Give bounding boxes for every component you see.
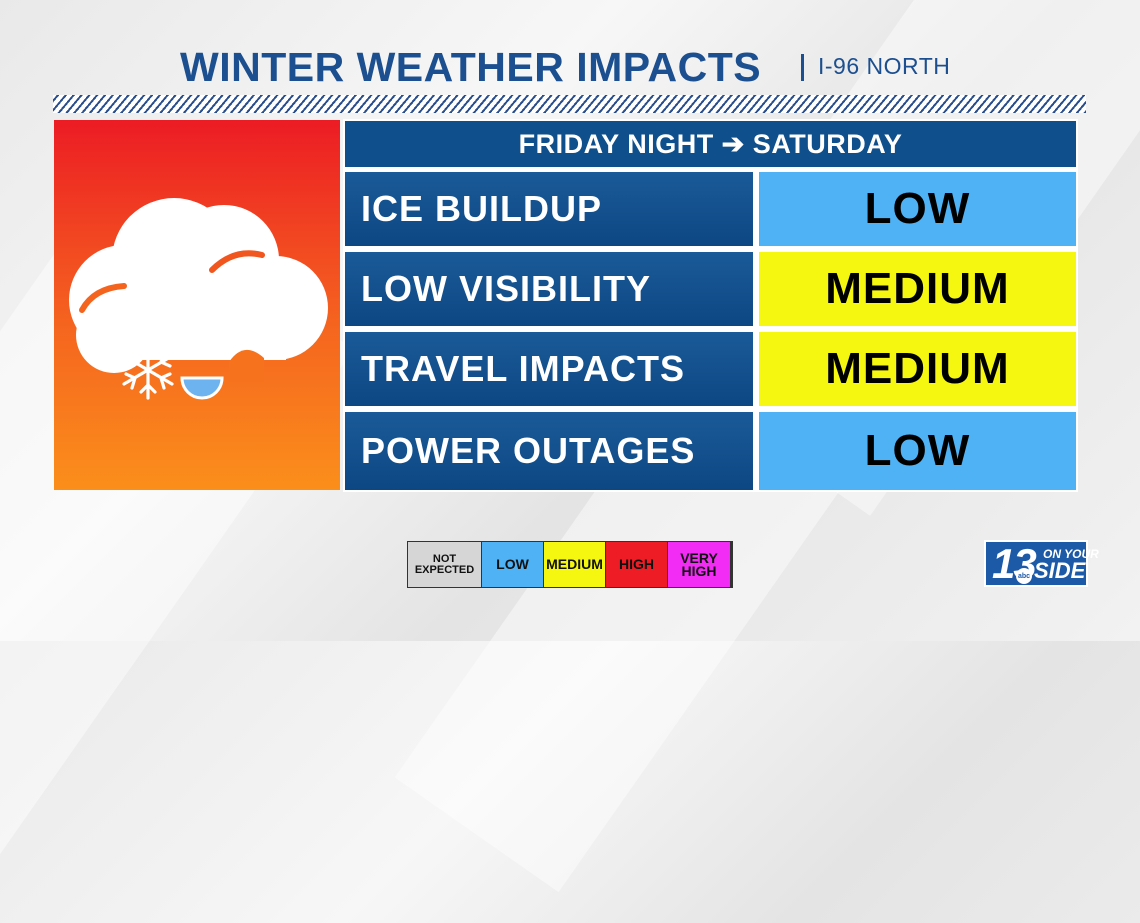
legend-item-low: LOW [482,542,544,587]
title-bar: WINTER WEATHER IMPACTS I-96 NORTH [0,44,1140,94]
logo-bottom-text: SIDE [1034,558,1086,583]
page-title: WINTER WEATHER IMPACTS [180,44,762,90]
impact-level: LOW [757,410,1078,492]
page-subtitle: I-96 NORTH [818,53,951,79]
weather-icon-panel [54,120,340,490]
logo-top-text: ON YOUR [1043,547,1099,561]
legend-item-high: HIGH [606,542,668,587]
table-row: POWER OUTAGES LOW [343,410,1078,492]
impact-label: LOW VISIBILITY [343,250,755,328]
impact-legend: NOT EXPECTED LOW MEDIUM HIGH VERY HIGH [407,541,733,588]
legend-item-medium: MEDIUM [544,542,606,587]
table-row: ICE BUILDUP LOW [343,170,1078,248]
legend-item-not-expected: NOT EXPECTED [408,542,482,587]
legend-text: HIGH [619,556,654,572]
legend-text: HIGH [681,562,717,579]
impact-table: FRIDAY NIGHT ➔ SATURDAY ICE BUILDUP LOW … [343,119,1078,492]
table-row: LOW VISIBILITY MEDIUM [343,250,1078,328]
legend-text: MEDIUM [546,556,603,572]
impact-level: MEDIUM [757,330,1078,408]
station-logo: 13 abc ON YOUR SIDE [984,540,1099,587]
impact-level: LOW [757,170,1078,248]
hatch-divider [53,95,1086,113]
legend-text: VERY [680,549,718,566]
title-separator [801,54,804,81]
network-logo: abc [1016,568,1032,584]
table-row: TRAVEL IMPACTS MEDIUM [343,330,1078,408]
legend-text: LOW [496,556,529,572]
cloud-snow-ice-icon [69,198,328,400]
impact-label: ICE BUILDUP [343,170,755,248]
legend-item-very-high: VERY HIGH [668,542,730,587]
impact-level: MEDIUM [757,250,1078,328]
period-header: FRIDAY NIGHT ➔ SATURDAY [343,119,1078,169]
legend-text: EXPECTED [414,563,475,576]
legend-text: NOT [432,552,457,565]
impact-label: TRAVEL IMPACTS [343,330,755,408]
impact-label: POWER OUTAGES [343,410,755,492]
